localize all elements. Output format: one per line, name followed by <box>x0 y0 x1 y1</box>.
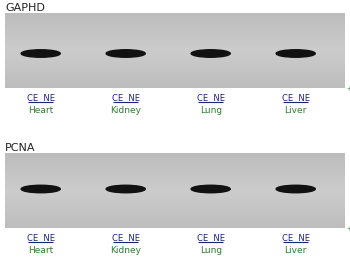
Text: Heart: Heart <box>28 106 53 115</box>
Text: Liver: Liver <box>285 246 307 255</box>
Text: CE  NE: CE NE <box>282 94 310 103</box>
Text: Kidney: Kidney <box>110 106 141 115</box>
Ellipse shape <box>21 50 60 57</box>
Ellipse shape <box>276 50 315 57</box>
Text: CE  NE: CE NE <box>112 234 140 243</box>
Text: CE  NE: CE NE <box>197 234 225 243</box>
Text: Lung: Lung <box>199 106 222 115</box>
Ellipse shape <box>191 50 230 57</box>
Text: GAPHD: GAPHD <box>5 3 45 13</box>
Text: CE  NE: CE NE <box>27 234 55 243</box>
Ellipse shape <box>21 185 60 193</box>
Text: CE  NE: CE NE <box>27 94 55 103</box>
Text: Heart: Heart <box>28 246 53 255</box>
Ellipse shape <box>106 50 145 57</box>
Text: CE  NE: CE NE <box>282 234 310 243</box>
Ellipse shape <box>191 185 230 193</box>
Text: Liver: Liver <box>285 106 307 115</box>
Ellipse shape <box>276 185 315 193</box>
Text: +: + <box>346 226 350 232</box>
Text: PCNA: PCNA <box>5 143 35 153</box>
Text: Kidney: Kidney <box>110 246 141 255</box>
Ellipse shape <box>106 185 145 193</box>
Text: +: + <box>346 86 350 92</box>
Text: CE  NE: CE NE <box>197 94 225 103</box>
Text: Lung: Lung <box>199 246 222 255</box>
Text: CE  NE: CE NE <box>112 94 140 103</box>
